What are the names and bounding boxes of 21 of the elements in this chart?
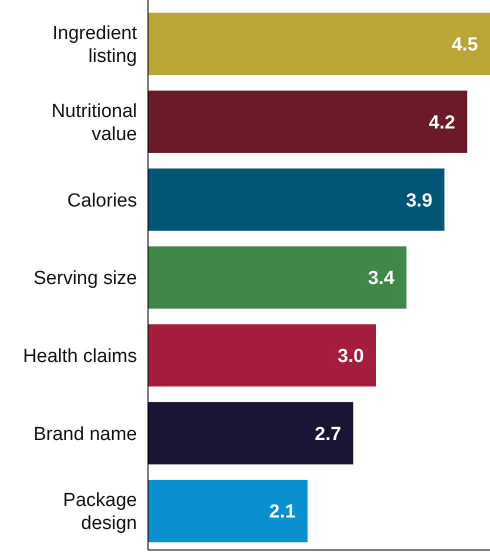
data-label: 3.4 — [368, 268, 395, 290]
data-label: 3.9 — [406, 190, 432, 212]
bar — [148, 12, 490, 76]
y-tick-label: Brand name — [33, 424, 137, 445]
data-label: 4.2 — [428, 112, 456, 134]
y-tick-label: Serving size — [34, 268, 137, 290]
data-label: 2.7 — [314, 424, 342, 445]
data-label: 3.0 — [338, 346, 364, 368]
y-tick-label: Package design — [63, 490, 137, 534]
y-tick-label: Calories — [67, 190, 137, 212]
data-label: 2.1 — [269, 502, 296, 523]
bar — [148, 246, 406, 309]
data-label: 4.5 — [452, 34, 478, 56]
bar — [148, 90, 468, 153]
bar — [148, 402, 354, 464]
bar — [148, 480, 308, 542]
bar — [148, 324, 376, 386]
y-tick-label: Nutritional value — [51, 100, 137, 145]
y-tick-label: Ingredient listing — [52, 23, 138, 68]
bar — [148, 168, 444, 231]
y-tick-label: Health claims — [22, 346, 137, 368]
